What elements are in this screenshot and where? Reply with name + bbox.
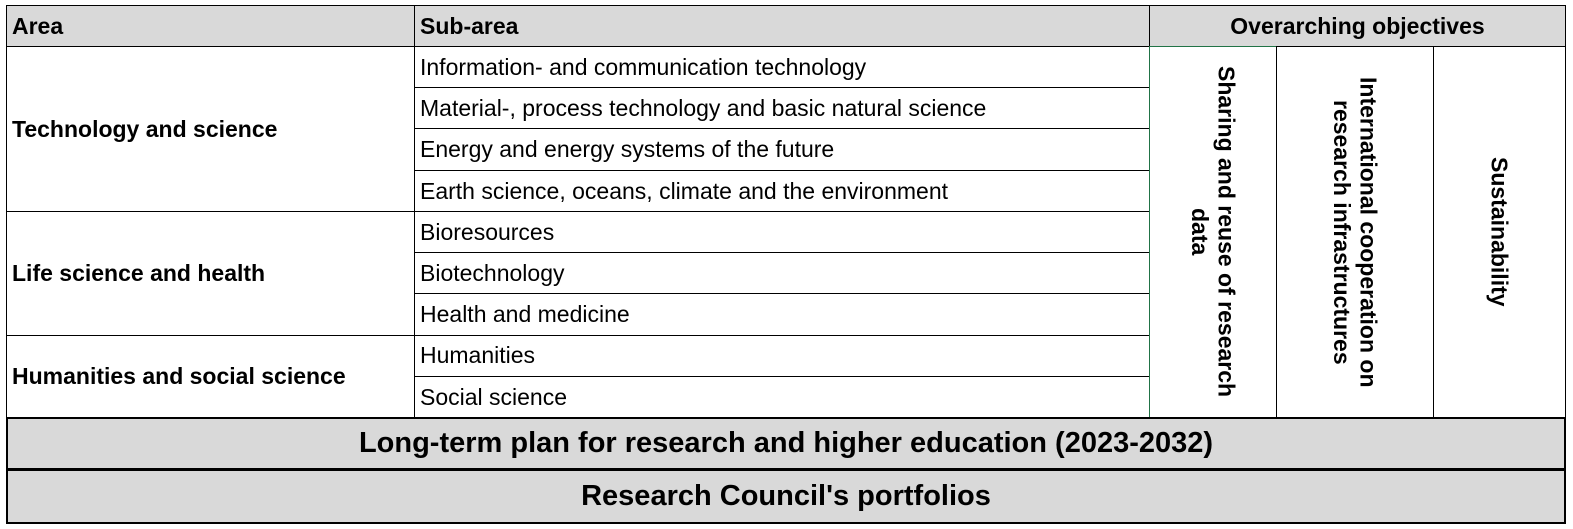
sub-area-text: Health and medicine bbox=[420, 301, 630, 328]
header-area-text: Area bbox=[12, 12, 64, 39]
sub-area-text: Bioresources bbox=[420, 218, 555, 245]
sub-area-text: Earth science, oceans, climate and the e… bbox=[420, 177, 949, 204]
sub-area: Information- and communication technolog… bbox=[414, 46, 1150, 89]
header-sub-area-text: Sub-area bbox=[420, 12, 519, 39]
objective: Sustainability bbox=[1433, 46, 1566, 418]
objective: International cooperation on research in… bbox=[1276, 46, 1434, 418]
objective-text: Sustainability bbox=[1486, 157, 1513, 307]
sub-area: Earth science, oceans, climate and the e… bbox=[414, 169, 1150, 212]
area-name: Humanities and social science bbox=[6, 334, 415, 418]
sub-area: Social science bbox=[414, 375, 1150, 418]
sub-area: Energy and energy systems of the future bbox=[414, 128, 1150, 171]
footer-row: Long-term plan for research and higher e… bbox=[6, 417, 1566, 470]
footer-row-text: Research Council's portfolios bbox=[581, 479, 991, 512]
sub-area: Bioresources bbox=[414, 210, 1150, 254]
header-sub-area: Sub-area bbox=[414, 5, 1150, 47]
area-name-text: Humanities and social science bbox=[12, 363, 346, 390]
sub-area-text: Energy and energy systems of the future bbox=[420, 136, 835, 163]
sub-area-text: Material-, process technology and basic … bbox=[420, 95, 987, 122]
footer-row: Research Council's portfolios bbox=[6, 469, 1566, 524]
sub-area-text: Social science bbox=[420, 383, 568, 410]
sub-area: Biotechnology bbox=[414, 252, 1150, 295]
sub-area-text: Biotechnology bbox=[420, 260, 565, 286]
sub-area-text: Information- and communication technolog… bbox=[420, 53, 867, 80]
sub-area: Humanities bbox=[414, 334, 1150, 377]
area-name: Technology and science bbox=[6, 46, 415, 212]
footer-row-text: Long-term plan for research and higher e… bbox=[358, 426, 1214, 459]
sub-area: Health and medicine bbox=[414, 293, 1150, 336]
header-objectives-text: Overarching objectives bbox=[1230, 12, 1485, 39]
area-name: Life science and health bbox=[6, 210, 415, 336]
area-name-text: Technology and science bbox=[12, 115, 278, 142]
objective-text: Sharing and reuse of research data bbox=[1187, 66, 1240, 398]
objective-text: International cooperation on research in… bbox=[1329, 76, 1382, 388]
sub-area: Material-, process technology and basic … bbox=[414, 87, 1150, 130]
header-objectives: Overarching objectives bbox=[1149, 5, 1566, 47]
area-name-text: Life science and health bbox=[12, 259, 266, 286]
header-area: Area bbox=[6, 5, 415, 47]
objective: Sharing and reuse of research data bbox=[1149, 46, 1277, 418]
sub-area-text: Humanities bbox=[420, 342, 536, 369]
